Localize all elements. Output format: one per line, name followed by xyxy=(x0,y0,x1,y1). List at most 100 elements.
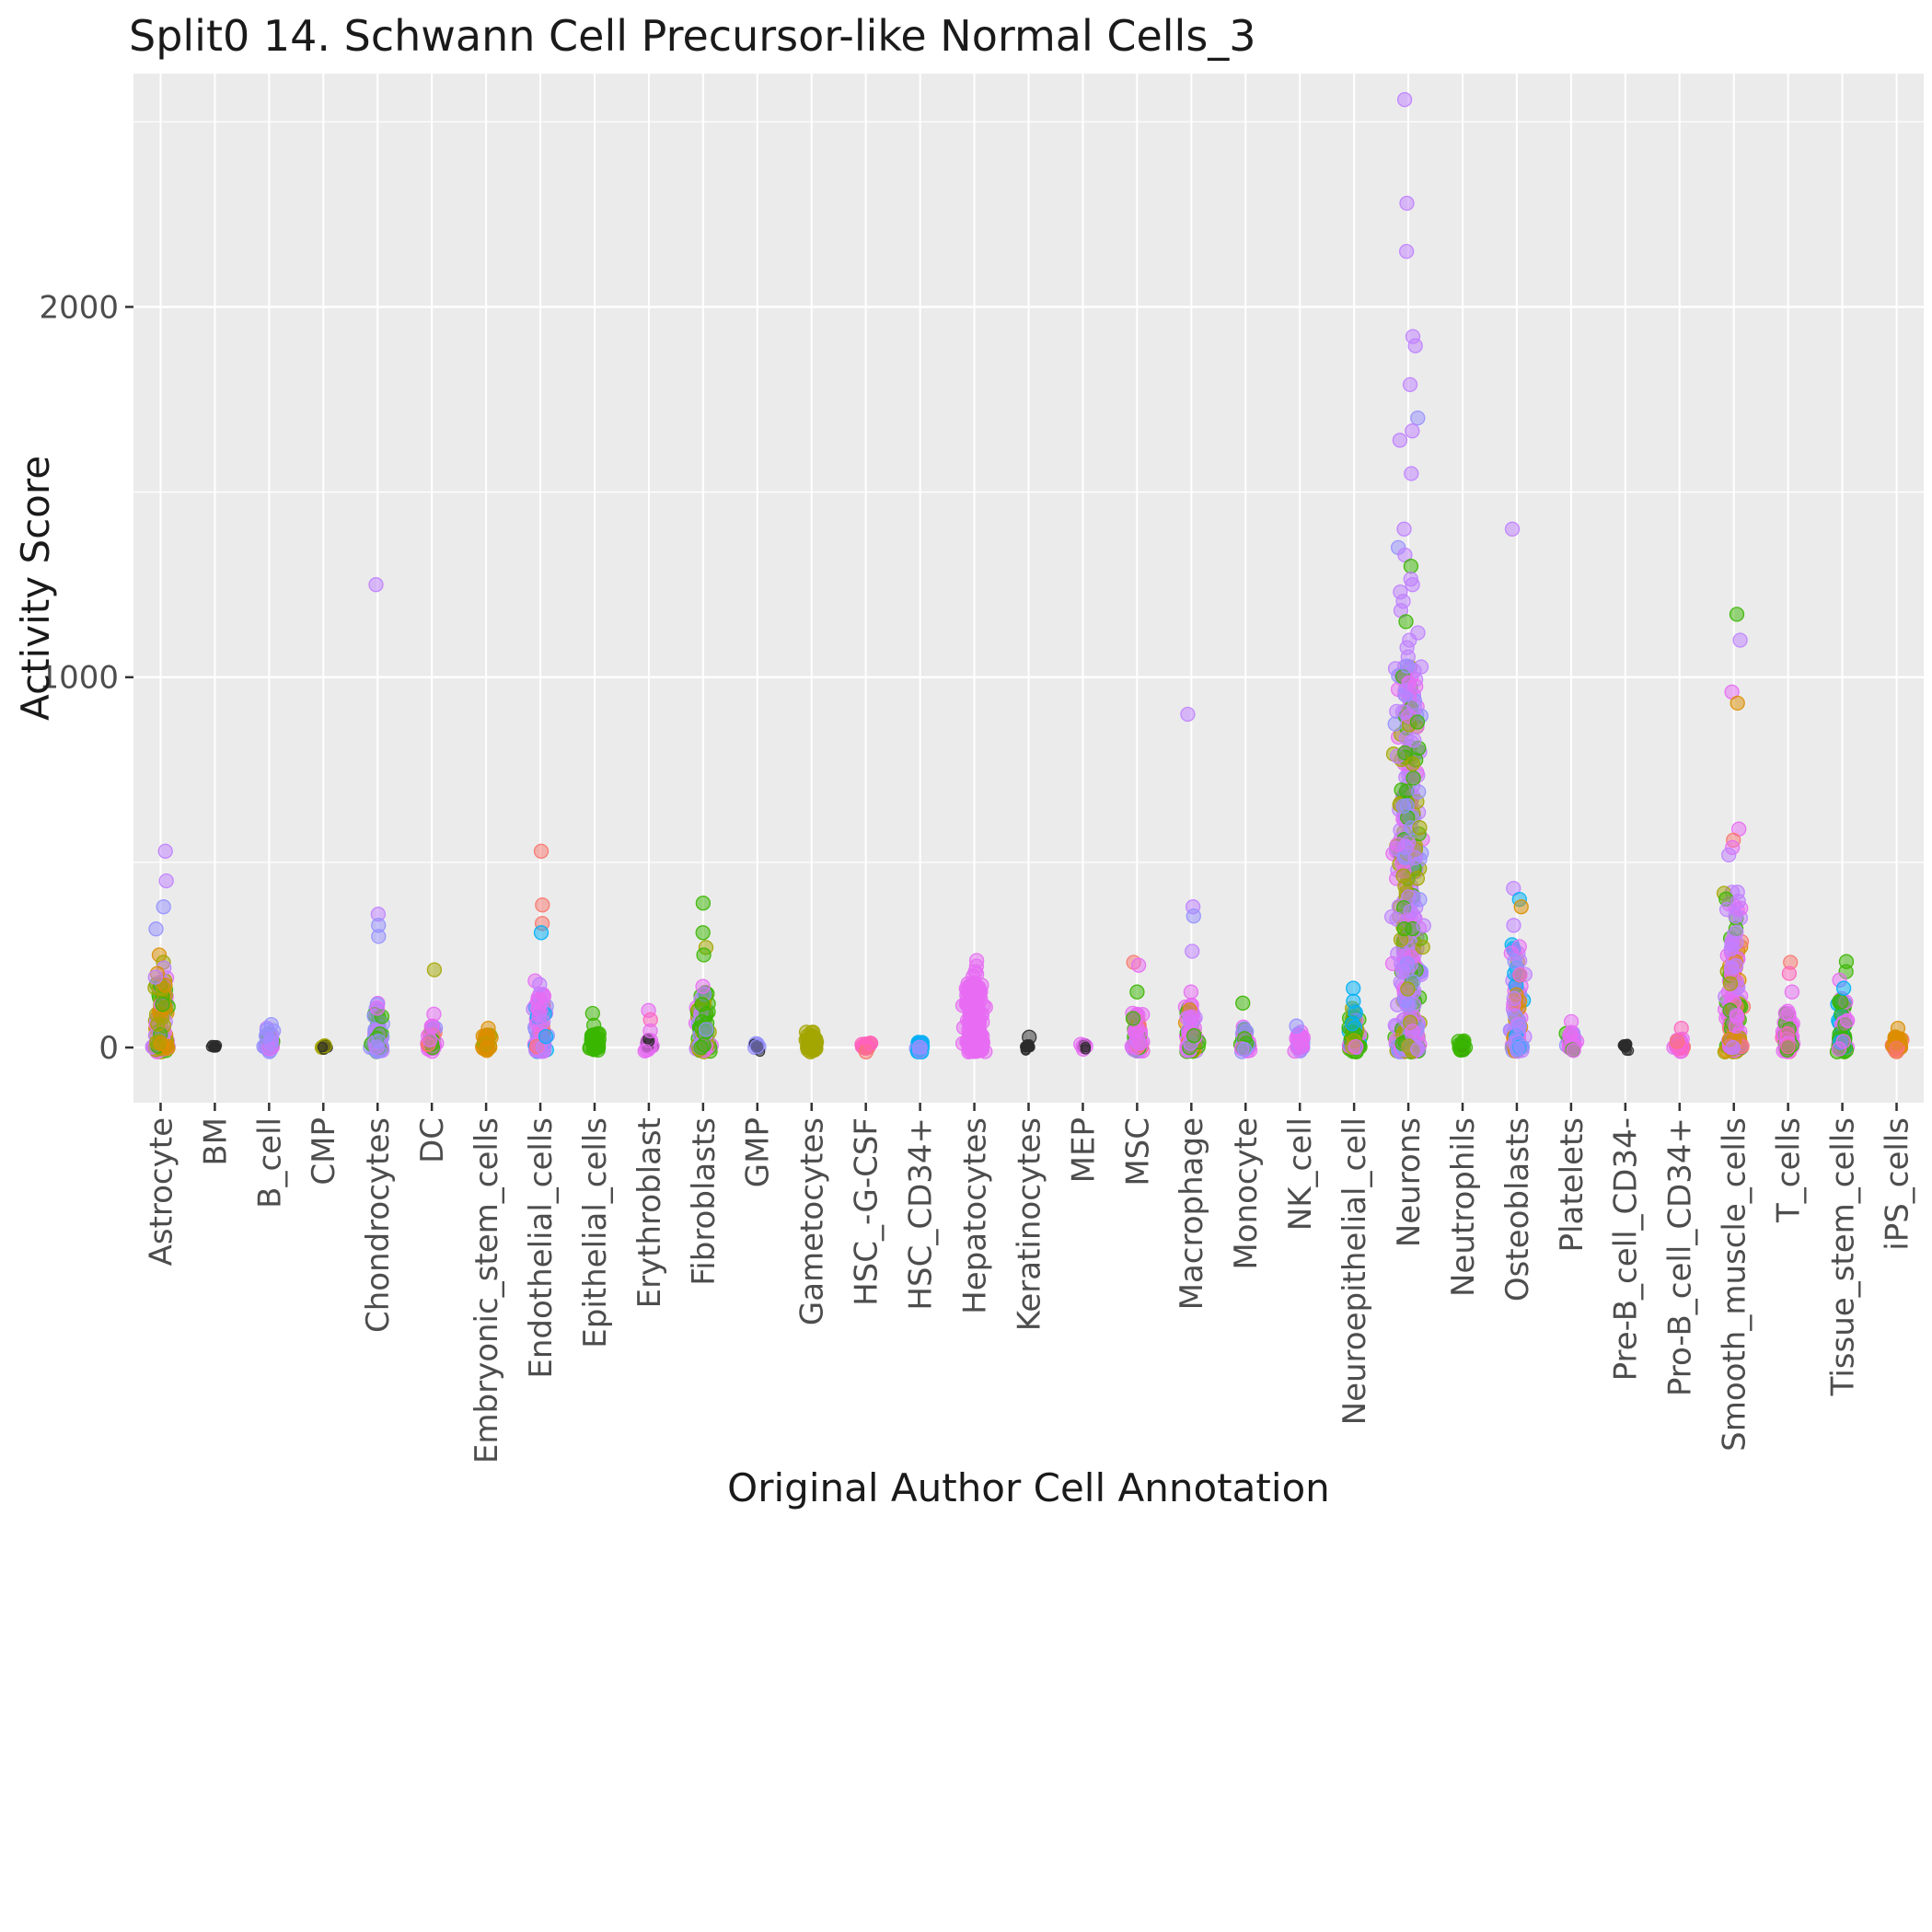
data-point xyxy=(694,997,710,1012)
data-point xyxy=(1723,941,1739,957)
data-point-outlier xyxy=(1180,706,1196,723)
x-tick-label: NK_cell xyxy=(1282,1117,1319,1231)
x-tick-label: Macrophage xyxy=(1174,1117,1210,1310)
x-tick-label: Keratinocytes xyxy=(1011,1117,1047,1331)
data-point-outlier xyxy=(1392,433,1408,448)
x-tick-label: Platelets xyxy=(1554,1117,1591,1252)
data-point-outlier xyxy=(1563,1013,1579,1030)
data-point xyxy=(1408,678,1424,694)
data-point xyxy=(1728,908,1743,924)
data-point-outlier xyxy=(533,925,550,941)
data-point xyxy=(808,1037,824,1053)
data-point-outlier xyxy=(1410,410,1426,426)
data-point xyxy=(1413,659,1429,675)
data-point-outlier xyxy=(148,921,164,937)
x-tick-label: Monocyte xyxy=(1228,1117,1265,1270)
data-point-outlier xyxy=(1022,1029,1037,1045)
data-point-outlier xyxy=(1289,1018,1304,1034)
data-point-outlier xyxy=(158,873,174,889)
data-point-outlier xyxy=(695,925,711,941)
x-tick-label: Chondrocytes xyxy=(360,1117,397,1333)
data-point xyxy=(1406,732,1422,748)
data-point xyxy=(1400,981,1416,997)
data-point xyxy=(1453,1042,1470,1058)
data-point-outlier xyxy=(1405,423,1420,439)
data-point-outlier xyxy=(585,1017,602,1034)
x-tick-label: Astrocyte xyxy=(143,1117,179,1266)
x-tick-label: HSC_CD34+ xyxy=(903,1117,940,1311)
data-point xyxy=(862,1035,879,1051)
chart-title: Split0 14. Schwann Cell Precursor-like N… xyxy=(129,11,1256,61)
data-point xyxy=(590,1039,606,1056)
x-tick-label: CMP xyxy=(306,1117,342,1186)
data-point-outlier xyxy=(1781,966,1798,981)
x-tick-label: Fibroblasts xyxy=(686,1117,723,1286)
data-point-outlier xyxy=(263,1016,279,1033)
data-point-outlier xyxy=(1399,658,1416,674)
data-point xyxy=(1395,868,1411,884)
data-point xyxy=(1395,798,1412,814)
x-tick-label: Osteoblasts xyxy=(1499,1117,1536,1301)
data-point-outlier xyxy=(1729,607,1745,622)
data-point xyxy=(912,1043,928,1059)
x-tick-label: Hepatocytes xyxy=(956,1117,993,1314)
x-tick-label: MEP xyxy=(1065,1117,1102,1183)
data-point-outlier xyxy=(1346,980,1361,996)
data-point xyxy=(1619,1042,1630,1053)
data-point xyxy=(1729,1008,1745,1024)
data-point xyxy=(155,997,170,1012)
data-point xyxy=(154,1035,169,1051)
data-point xyxy=(1506,990,1521,1006)
data-point-outlier xyxy=(157,843,173,859)
x-tick-label: BM xyxy=(197,1117,234,1166)
data-point xyxy=(1125,1011,1141,1026)
x-tick-label: Tissue_stem_cells xyxy=(1824,1117,1861,1396)
x-tick-label: B_cell xyxy=(251,1117,288,1209)
data-point-outlier xyxy=(1407,338,1423,353)
data-point-outlier xyxy=(1403,558,1419,574)
data-point xyxy=(1415,939,1430,955)
data-point xyxy=(1394,964,1410,979)
data-point-outlier xyxy=(371,929,387,944)
data-point-outlier xyxy=(966,968,981,984)
x-tick-label: Epithelial_cells xyxy=(577,1117,614,1348)
data-point xyxy=(422,1032,438,1047)
data-point xyxy=(1725,1039,1741,1056)
data-point-outlier xyxy=(426,962,443,978)
data-point-outlier xyxy=(426,1006,442,1022)
data-point-outlier xyxy=(1730,695,1745,711)
data-point xyxy=(1410,1041,1426,1058)
data-point xyxy=(371,1033,387,1049)
data-point-outlier xyxy=(1186,908,1201,924)
data-point-outlier xyxy=(1398,614,1414,630)
data-point-outlier xyxy=(1513,899,1529,915)
data-point xyxy=(1723,959,1740,976)
data-point-outlier xyxy=(1235,995,1251,1011)
x-tick-label: GMP xyxy=(740,1117,777,1187)
data-point xyxy=(1186,1028,1202,1044)
data-point-outlier xyxy=(480,1020,496,1036)
data-point xyxy=(1409,871,1426,886)
data-point-outlier xyxy=(1784,984,1800,1000)
data-point-outlier xyxy=(533,843,550,859)
data-point xyxy=(424,1018,440,1035)
data-point-outlier xyxy=(1183,984,1199,1000)
data-point xyxy=(317,1041,329,1053)
data-point-outlier xyxy=(695,896,711,911)
data-point xyxy=(1512,966,1528,983)
data-point xyxy=(1507,954,1522,969)
data-point xyxy=(1511,939,1527,954)
x-tick-label: MSC xyxy=(1119,1117,1156,1186)
data-point xyxy=(211,1040,223,1051)
y-axis-label: Activity Score xyxy=(13,455,58,722)
data-point xyxy=(1397,704,1413,720)
data-point xyxy=(1184,1009,1199,1024)
data-point xyxy=(150,1016,166,1032)
data-point xyxy=(1407,850,1423,866)
data-point-outlier xyxy=(696,947,711,963)
data-point xyxy=(1400,835,1417,850)
data-point-outlier xyxy=(535,897,550,913)
data-point xyxy=(538,1028,554,1045)
x-tick-label: Neuroepithelial_cell xyxy=(1336,1117,1373,1425)
